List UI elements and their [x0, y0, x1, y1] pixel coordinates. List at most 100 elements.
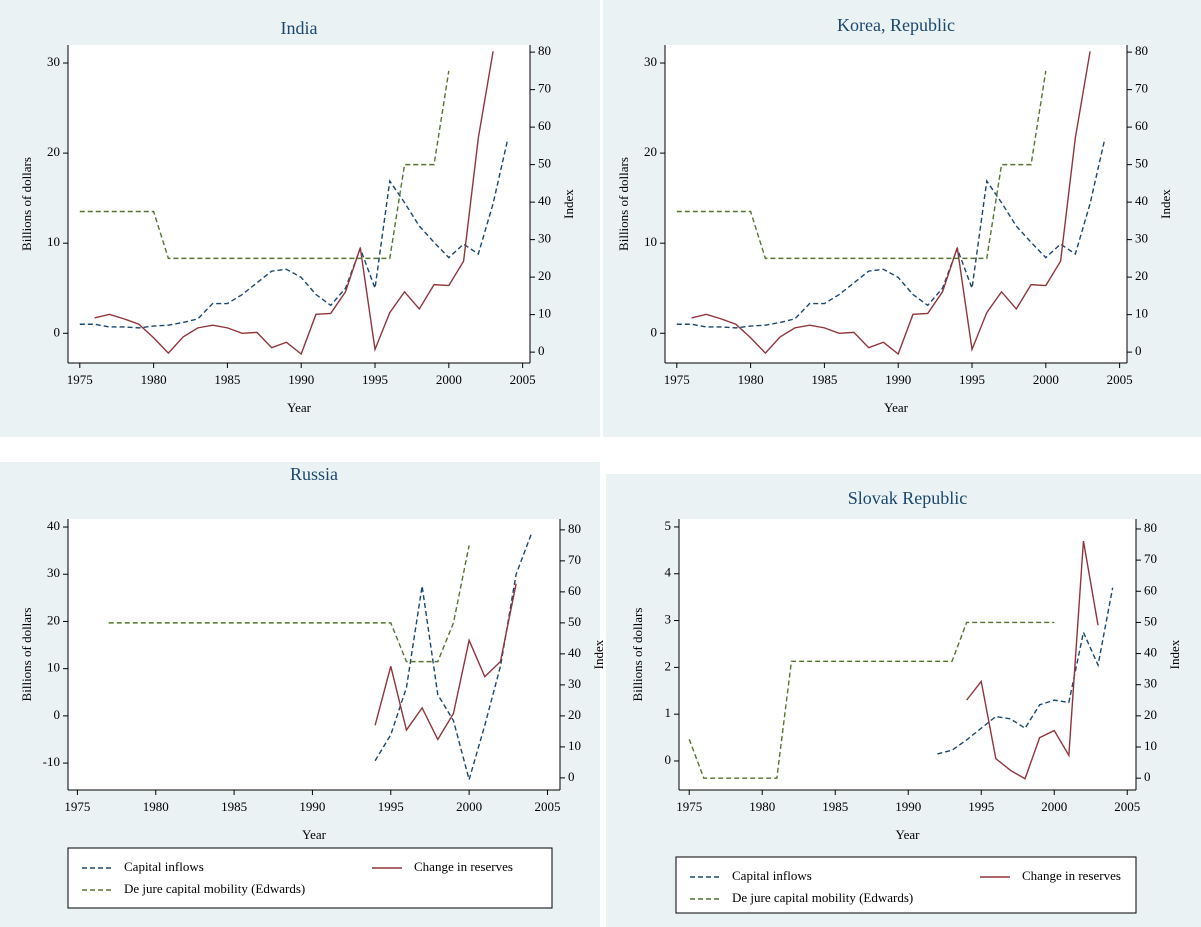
y-tick-label: 0	[54, 707, 61, 722]
x-tick-label: 2005	[1114, 799, 1140, 814]
series-line	[676, 70, 1047, 260]
x-tick-label: 1980	[143, 799, 169, 814]
y2-tick-label: 80	[1135, 43, 1148, 58]
series-line	[79, 70, 450, 260]
y-tick-label: 0	[665, 752, 672, 767]
y-tick-label: 30	[47, 565, 60, 580]
plot-area	[68, 45, 530, 363]
legend-label: De jure capital mobility (Edwards)	[732, 890, 913, 905]
y2-tick-label: 30	[538, 231, 551, 246]
x-tick-label: 1995	[968, 799, 994, 814]
x-tick-label: 2005	[1107, 372, 1133, 387]
y-tick-label: 20	[47, 144, 60, 159]
y2-tick-label: 40	[538, 193, 551, 208]
y2-tick-label: 20	[1144, 707, 1157, 722]
series-line	[374, 583, 517, 741]
chart-title: Korea, Republic	[837, 15, 955, 35]
y2-tick-label: 80	[538, 43, 551, 58]
y2-tick-label: 60	[1144, 582, 1157, 597]
x-tick-label: 1990	[885, 372, 911, 387]
y2-tick-label: 50	[1144, 613, 1157, 628]
y-axis-label: Billions of dollars	[19, 608, 34, 702]
y2-tick-label: 50	[568, 614, 581, 629]
y2-tick-label: 10	[538, 306, 551, 321]
y-tick-label: 10	[47, 660, 60, 675]
legend-box	[675, 856, 1137, 914]
y2-axis-label: Index	[591, 639, 606, 669]
x-tick-label: 1995	[959, 372, 985, 387]
x-tick-label: 2000	[456, 799, 482, 814]
legend-label: Capital inflows	[732, 868, 812, 883]
x-tick-label: 1990	[288, 372, 314, 387]
series-line	[688, 621, 1055, 779]
legend-label: Capital inflows	[124, 859, 204, 874]
x-axis-label: Year	[287, 400, 312, 415]
y2-tick-label: 0	[538, 343, 545, 358]
y-tick-label: -10	[43, 754, 60, 769]
y2-tick-label: 0	[1144, 769, 1151, 784]
y2-tick-label: 0	[1135, 343, 1142, 358]
y2-tick-label: 60	[538, 118, 551, 133]
y2-axis-label: Index	[1167, 639, 1182, 669]
y2-tick-label: 70	[538, 81, 551, 96]
y-tick-label: 4	[665, 565, 672, 580]
x-tick-label: 1980	[141, 372, 167, 387]
plot-area	[665, 45, 1127, 363]
y-axis-label: Billions of dollars	[19, 157, 34, 251]
x-tick-label: 2005	[510, 372, 536, 387]
plot-area	[68, 519, 560, 790]
y2-axis-label: Index	[561, 189, 576, 219]
y-axis-label: Billions of dollars	[630, 608, 645, 702]
series-line	[79, 138, 509, 329]
y2-tick-label: 0	[568, 769, 575, 784]
y2-tick-label: 10	[1144, 738, 1157, 753]
y-tick-label: 30	[644, 54, 657, 69]
x-tick-label: 1975	[664, 372, 690, 387]
y2-tick-label: 50	[1135, 156, 1148, 171]
y-tick-label: 30	[47, 54, 60, 69]
y2-tick-label: 60	[568, 583, 581, 598]
x-axis-label: Year	[302, 827, 327, 842]
series-line	[676, 138, 1106, 329]
y2-axis-label: Index	[1158, 189, 1173, 219]
y-tick-label: 10	[644, 234, 657, 249]
series-line	[691, 51, 1091, 356]
y2-tick-label: 20	[538, 268, 551, 283]
legend-label: Change in reserves	[414, 859, 513, 874]
y2-tick-label: 70	[1135, 81, 1148, 96]
y-tick-label: 0	[651, 324, 658, 339]
y2-tick-label: 30	[568, 676, 581, 691]
y2-tick-label: 40	[1144, 645, 1157, 660]
y2-tick-label: 80	[1144, 520, 1157, 535]
legend-box	[67, 847, 553, 909]
y2-tick-label: 80	[568, 521, 581, 536]
x-tick-label: 1985	[811, 372, 837, 387]
x-tick-label: 1990	[299, 799, 325, 814]
x-tick-label: 1980	[738, 372, 764, 387]
y-tick-label: 0	[54, 324, 61, 339]
x-tick-label: 1985	[214, 372, 240, 387]
y2-tick-label: 70	[1144, 551, 1157, 566]
legend-label: De jure capital mobility (Edwards)	[124, 881, 305, 896]
y-tick-label: 2	[665, 658, 672, 673]
y-tick-label: 3	[665, 612, 672, 627]
y2-tick-label: 10	[1135, 306, 1148, 321]
x-tick-label: 1990	[895, 799, 921, 814]
x-tick-label: 1980	[749, 799, 775, 814]
plot-area	[679, 519, 1136, 790]
y2-tick-label: 20	[568, 707, 581, 722]
y2-tick-label: 60	[1135, 118, 1148, 133]
y2-tick-label: 70	[568, 552, 581, 567]
x-tick-label: 1995	[362, 372, 388, 387]
y-tick-label: 1	[665, 705, 672, 720]
x-tick-label: 1975	[676, 799, 702, 814]
series-line	[108, 545, 470, 663]
x-tick-label: 1985	[221, 799, 247, 814]
chart-title: Slovak Republic	[848, 488, 968, 508]
x-tick-label: 2000	[1033, 372, 1059, 387]
y2-tick-label: 30	[1135, 231, 1148, 246]
x-tick-label: 1985	[822, 799, 848, 814]
x-tick-label: 2000	[1041, 799, 1067, 814]
